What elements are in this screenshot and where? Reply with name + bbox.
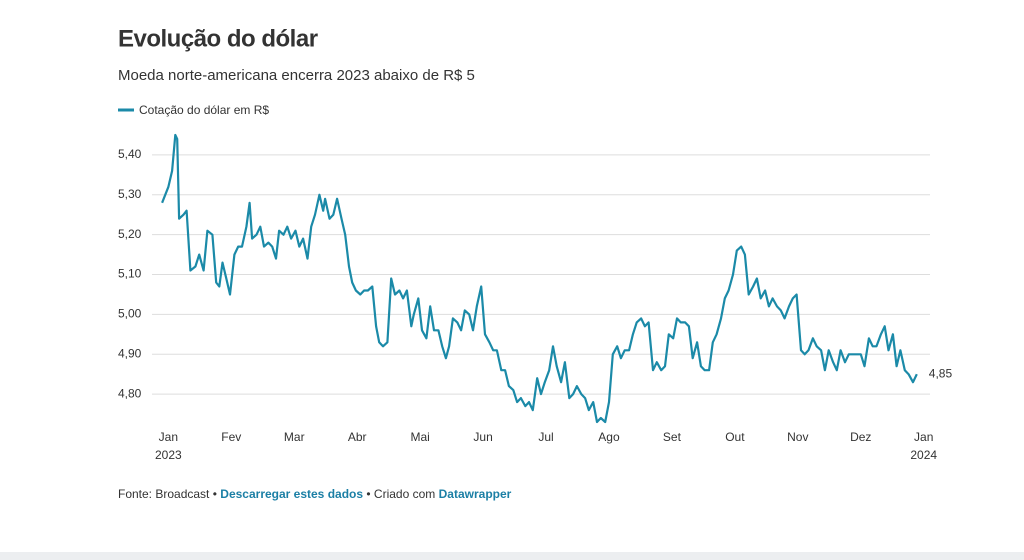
datawrapper-link[interactable]: Datawrapper — [439, 487, 512, 501]
x-year-label: 2023 — [155, 448, 182, 462]
y-tick-label: 4,80 — [118, 386, 142, 400]
x-tick-label: Abr — [348, 430, 367, 444]
bottom-strip — [0, 552, 1024, 560]
y-tick-label: 5,40 — [118, 147, 142, 161]
x-tick-label: Set — [663, 430, 682, 444]
footer-separator: • — [213, 487, 217, 501]
x-tick-label: Jul — [538, 430, 553, 444]
x-tick-label: Mai — [410, 430, 429, 444]
legend-label: Cotação do dólar em R$ — [139, 103, 269, 117]
chart-title: Evolução do dólar — [118, 25, 318, 52]
footer-credit: Criado com — [374, 487, 435, 501]
x-tick-label: Jun — [473, 430, 492, 444]
x-tick-label: Nov — [787, 430, 808, 444]
x-tick-label: Ago — [598, 430, 620, 444]
download-link[interactable]: Descarregar estes dados — [220, 487, 363, 501]
x-tick-label: Jan — [914, 430, 933, 444]
line-series — [161, 133, 918, 424]
y-tick-label: 5,30 — [118, 187, 142, 201]
x-tick-label: Dez — [850, 430, 871, 444]
chart-subtitle: Moeda norte-americana encerra 2023 abaix… — [118, 67, 475, 84]
x-tick-label: Out — [725, 430, 745, 444]
x-tick-label: Jan — [159, 430, 178, 444]
x-year-label: 2024 — [910, 448, 937, 462]
footer-separator: • — [366, 487, 370, 501]
x-tick-label: Mar — [284, 430, 305, 444]
footer-source: Fonte: Broadcast — [118, 487, 210, 501]
y-tick-label: 4,90 — [118, 346, 142, 360]
x-tick-label: Fev — [221, 430, 241, 444]
end-value-label: 4,85 — [929, 366, 953, 380]
y-tick-label: 5,20 — [118, 227, 142, 241]
y-tick-label: 5,00 — [118, 307, 142, 321]
y-tick-label: 5,10 — [118, 267, 142, 281]
footer: Fonte: Broadcast • Descarregar estes dad… — [118, 487, 512, 501]
